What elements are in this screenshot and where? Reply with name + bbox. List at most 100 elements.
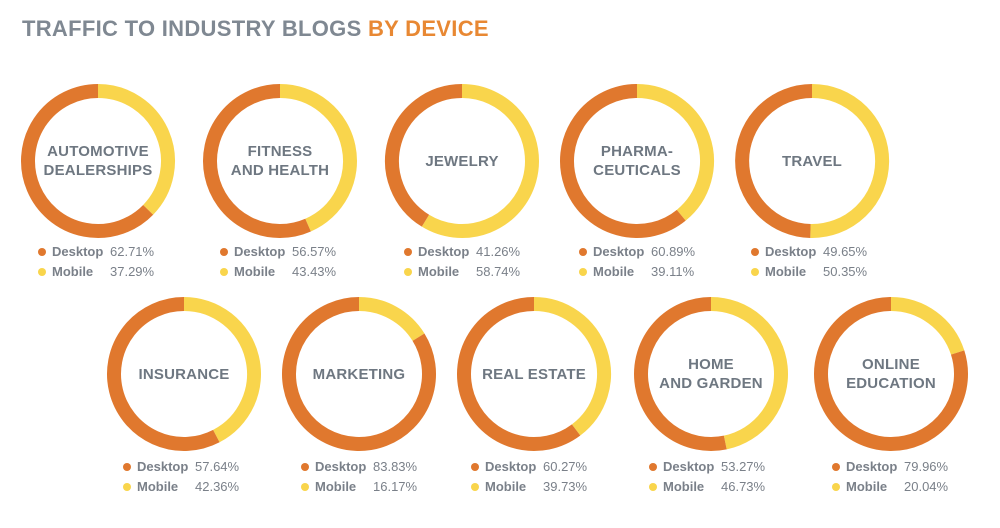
legend-row-desktop: Desktop 83.83% (301, 457, 481, 477)
mobile-arc (183, 297, 261, 443)
legend-mobile-label: Mobile (137, 479, 179, 494)
legend-desktop-label: Desktop (137, 459, 189, 474)
legend-row-desktop: Desktop 56.57% (220, 242, 400, 262)
donut-legend: Desktop 83.83% Mobile 16.17% (301, 457, 481, 497)
donut-svg (634, 297, 789, 451)
legend-row-mobile: Mobile 50.35% (751, 262, 931, 282)
legend-desktop-value: 79.96% (904, 459, 949, 474)
donut-chart: HOME AND GARDEN (631, 294, 791, 454)
legend-desktop-label: Desktop (52, 244, 104, 259)
donut-legend: Desktop 49.65% Mobile 50.35% (751, 242, 931, 282)
desktop-arc (560, 84, 686, 238)
legend-mobile-label: Mobile (234, 264, 276, 279)
mobile-dot (220, 268, 228, 276)
donut-category-label: MARKETING (312, 365, 406, 383)
desktop-dot (404, 248, 412, 256)
donut-category-label: HOME AND GARDEN (659, 356, 763, 392)
desktop-dot (301, 463, 309, 471)
donut-chart: AUTOMOTIVE DEALERSHIPS (18, 81, 178, 241)
mobile-arc (533, 297, 611, 436)
desktop-dot (751, 248, 759, 256)
donut-chart: PHARMA- CEUTICALS (557, 81, 717, 241)
legend-desktop-value: 49.65% (823, 244, 868, 259)
desktop-arc (21, 84, 154, 238)
legend-desktop-value: 56.57% (292, 244, 337, 259)
chart-title-main: TRAFFIC TO INDUSTRY BLOGS (22, 16, 362, 41)
legend-row-desktop: Desktop 49.65% (751, 242, 931, 262)
legend-desktop-value: 60.27% (543, 459, 588, 474)
desktop-arc (457, 297, 581, 451)
donut-legend: Desktop 79.96% Mobile 20.04% (832, 457, 1000, 497)
mobile-dot (832, 483, 840, 491)
legend-desktop-value: 57.64% (195, 459, 240, 474)
legend-mobile-value: 50.35% (823, 264, 868, 279)
legend-mobile-label: Mobile (52, 264, 94, 279)
desktop-dot (220, 248, 228, 256)
desktop-dot (123, 463, 131, 471)
mobile-arc (421, 84, 539, 238)
legend-desktop-value: 83.83% (373, 459, 418, 474)
legend-desktop-label: Desktop (418, 244, 470, 259)
legend-desktop-label: Desktop (663, 459, 715, 474)
legend-row-desktop: Desktop 60.89% (579, 242, 759, 262)
mobile-dot (471, 483, 479, 491)
donut-svg (385, 84, 539, 238)
legend-row-mobile: Mobile 39.11% (579, 262, 759, 282)
desktop-dot (471, 463, 479, 471)
mobile-arc (710, 297, 789, 450)
donut-chart: TRAVEL (732, 81, 892, 241)
mobile-dot (404, 268, 412, 276)
legend-row-desktop: Desktop 60.27% (471, 457, 651, 477)
legend-mobile-value: 37.29% (110, 264, 155, 279)
legend-mobile-label: Mobile (846, 479, 888, 494)
mobile-dot (751, 268, 759, 276)
legend-row-mobile: Mobile 39.73% (471, 477, 651, 497)
legend-desktop-label: Desktop (593, 244, 645, 259)
chart-title: TRAFFIC TO INDUSTRY BLOGS BY DEVICE (22, 16, 489, 42)
mobile-dot (649, 483, 657, 491)
legend-row-desktop: Desktop 41.26% (404, 242, 584, 262)
legend-mobile-label: Mobile (593, 264, 635, 279)
mobile-dot (301, 483, 309, 491)
desktop-arc (385, 84, 463, 227)
mobile-arc (279, 84, 357, 232)
legend-row-mobile: Mobile 43.43% (220, 262, 400, 282)
donut-svg (814, 297, 968, 451)
donut-legend: Desktop 62.71% Mobile 37.29% (38, 242, 218, 282)
legend-mobile-value: 39.11% (651, 264, 695, 279)
donut-category-label: REAL ESTATE (482, 365, 586, 383)
donut-legend: Desktop 53.27% Mobile 46.73% (649, 457, 829, 497)
donut-category-label: FITNESS AND HEALTH (230, 143, 330, 179)
donut-chart: INSURANCE (104, 294, 264, 454)
legend-mobile-label: Mobile (315, 479, 357, 494)
donut-chart: ONLINE EDUCATION (811, 294, 971, 454)
desktop-arc (282, 297, 436, 451)
legend-row-mobile: Mobile 37.29% (38, 262, 218, 282)
legend-mobile-value: 46.73% (721, 479, 766, 494)
donut-svg (107, 297, 261, 451)
legend-row-desktop: Desktop 57.64% (123, 457, 303, 477)
legend-row-desktop: Desktop 53.27% (649, 457, 829, 477)
donut-svg (203, 84, 357, 238)
donut-legend: Desktop 60.89% Mobile 39.11% (579, 242, 759, 282)
legend-desktop-label: Desktop (315, 459, 367, 474)
mobile-dot (579, 268, 587, 276)
donut-svg (21, 84, 175, 238)
donut-legend: Desktop 56.57% Mobile 43.43% (220, 242, 400, 282)
donut-legend: Desktop 41.26% Mobile 58.74% (404, 242, 584, 282)
legend-desktop-value: 62.71% (110, 244, 155, 259)
donut-category-label: JEWELRY (425, 152, 499, 170)
mobile-dot (123, 483, 131, 491)
donut-category-label: AUTOMOTIVE DEALERSHIPS (43, 143, 153, 179)
donut-svg (457, 297, 611, 451)
donut-legend: Desktop 57.64% Mobile 42.36% (123, 457, 303, 497)
desktop-dot (38, 248, 46, 256)
mobile-arc (358, 297, 425, 342)
legend-desktop-label: Desktop (234, 244, 286, 259)
legend-mobile-value: 43.43% (292, 264, 337, 279)
legend-row-mobile: Mobile 16.17% (301, 477, 481, 497)
mobile-dot (38, 268, 46, 276)
legend-row-desktop: Desktop 79.96% (832, 457, 1000, 477)
desktop-dot (579, 248, 587, 256)
legend-row-mobile: Mobile 58.74% (404, 262, 584, 282)
